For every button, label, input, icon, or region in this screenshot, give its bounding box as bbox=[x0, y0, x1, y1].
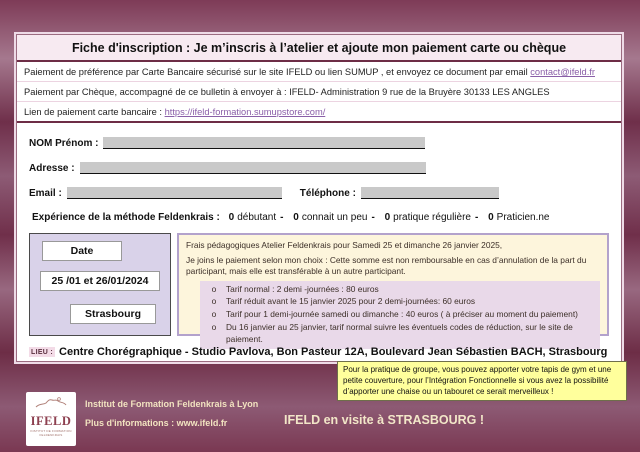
logo-tagline: INSTITUT DE FORMATION FELDENKRAIS bbox=[30, 428, 72, 437]
email-input-line[interactable] bbox=[66, 187, 282, 199]
nom-input-line[interactable] bbox=[103, 137, 426, 149]
experience-option-marker-1[interactable]: 0 bbox=[228, 212, 235, 223]
experience-label: Expérience de la méthode Feldenkrais : bbox=[32, 212, 220, 223]
form-section: NOM Prénom : Adresse : Email : Téléphone… bbox=[17, 123, 621, 223]
experience-option-marker-2[interactable]: 0 bbox=[293, 212, 299, 223]
footer-banner: IFELD en visite à STRASBOURG ! bbox=[284, 413, 485, 427]
experience-option-label-4: Praticien.ne bbox=[496, 212, 550, 223]
experience-option-marker-3[interactable]: 0 bbox=[384, 212, 391, 223]
contact-email-link[interactable]: contact@ifeld.fr bbox=[530, 67, 595, 77]
practice-note-box: Pour la pratique de groupe, vous pouvez … bbox=[337, 361, 627, 402]
logo-wordmark: IFELD bbox=[30, 414, 72, 428]
option-separator: - bbox=[280, 212, 284, 223]
email-label: Email : bbox=[29, 188, 62, 199]
fee-item: o Tarif pour 1 demi-journée samedi ou di… bbox=[202, 308, 596, 321]
lieu-label: LIEU : bbox=[29, 347, 56, 357]
fees-intro-line1: Frais pédagogiques Atelier Feldenkrais p… bbox=[186, 240, 503, 250]
reclining-figure-sketch-icon bbox=[35, 397, 67, 408]
org-name-line: Institut de Formation Feldenkrais à Lyon bbox=[85, 399, 259, 409]
option-separator: - bbox=[371, 212, 375, 223]
sumup-store-link[interactable]: https://ifeld-formation.sumupstore.com/ bbox=[164, 107, 326, 117]
ifeld-logo: IFELD INSTITUT DE FORMATION FELDENKRAIS bbox=[26, 392, 76, 446]
fee-item-text: Tarif réduit avant le 15 janvier 2025 po… bbox=[226, 296, 476, 307]
email-telephone-row: Email : Téléphone : bbox=[29, 187, 609, 199]
middle-section: Date 25 /01 et 26/01/2024 Strasbourg Fra… bbox=[17, 231, 621, 349]
bullet-icon: o bbox=[211, 321, 217, 332]
lieu-value: Centre Chorégraphique - Studio Pavlova, … bbox=[59, 346, 608, 358]
page-title: Fiche d'inscription : Je m’inscris à l’a… bbox=[17, 35, 621, 62]
telephone-input-line[interactable] bbox=[360, 187, 499, 199]
adresse-field-row: Adresse : bbox=[29, 162, 609, 174]
payment-cheque-text: Paiement par Chèque, accompagné de ce bu… bbox=[24, 87, 550, 97]
workshop-dates: 25 /01 et 26/01/2024 bbox=[40, 271, 160, 291]
workshop-city: Strasbourg bbox=[70, 304, 156, 324]
experience-option-label-2: connait un peu bbox=[301, 212, 368, 223]
payment-card-text: Paiement de préférence par Carte Bancair… bbox=[24, 67, 531, 77]
fees-list: o Tarif normal : 2 demi -journées : 80 e… bbox=[200, 280, 600, 349]
bullet-icon: o bbox=[211, 283, 217, 294]
bullet-icon: o bbox=[211, 296, 217, 307]
date-panel: Date 25 /01 et 26/01/2024 Strasbourg bbox=[29, 233, 171, 336]
org-website-line: Plus d'informations : www.ifeld.fr bbox=[85, 418, 228, 428]
fee-item: o Tarif normal : 2 demi -journées : 80 e… bbox=[202, 283, 596, 296]
fee-item: o Du 16 janvier au 25 janvier, tarif nor… bbox=[202, 321, 596, 346]
option-separator: - bbox=[474, 212, 479, 223]
adresse-input-line[interactable] bbox=[79, 162, 426, 174]
experience-option-marker-4[interactable]: 0 bbox=[488, 212, 494, 223]
fee-item-text: Tarif normal : 2 demi -journées : 80 eur… bbox=[226, 283, 379, 294]
nom-field-row: NOM Prénom : bbox=[29, 137, 609, 149]
fee-item: o Tarif réduit avant le 15 janvier 2025 … bbox=[202, 295, 596, 308]
lieu-row: LIEU : Centre Chorégraphique - Studio Pa… bbox=[17, 336, 621, 358]
bullet-icon: o bbox=[211, 308, 217, 319]
adresse-label: Adresse : bbox=[29, 163, 75, 174]
fee-item-text: Du 16 janvier au 25 janvier, tarif norma… bbox=[226, 321, 573, 345]
payment-link-text: Lien de paiement carte bancaire : bbox=[24, 107, 165, 117]
footer-org-info: Institut de Formation Feldenkrais à Lyon… bbox=[85, 399, 258, 437]
payment-link-line: Lien de paiement carte bancaire : https:… bbox=[17, 102, 621, 123]
date-panel-header: Date bbox=[42, 241, 122, 261]
fees-box: Frais pédagogiques Atelier Feldenkrais p… bbox=[177, 233, 609, 349]
experience-row: Expérience de la méthode Feldenkrais : 0… bbox=[29, 212, 609, 223]
payment-card-line: Paiement de préférence par Carte Bancair… bbox=[17, 62, 621, 82]
payment-cheque-line: Paiement par Chèque, accompagné de ce bu… bbox=[17, 82, 621, 102]
telephone-label: Téléphone : bbox=[299, 188, 356, 199]
inscription-form-page: Fiche d'inscription : Je m’inscris à l’a… bbox=[16, 34, 622, 362]
fee-item-text: Tarif pour 1 demi-journée samedi ou dima… bbox=[226, 308, 578, 319]
experience-option-label-3: pratique régulière bbox=[393, 212, 471, 223]
fees-intro-line2: Je joins le paiement selon mon choix : C… bbox=[186, 254, 587, 276]
nom-label: NOM Prénom : bbox=[29, 138, 99, 149]
experience-option-label-1: débutant bbox=[237, 212, 277, 223]
